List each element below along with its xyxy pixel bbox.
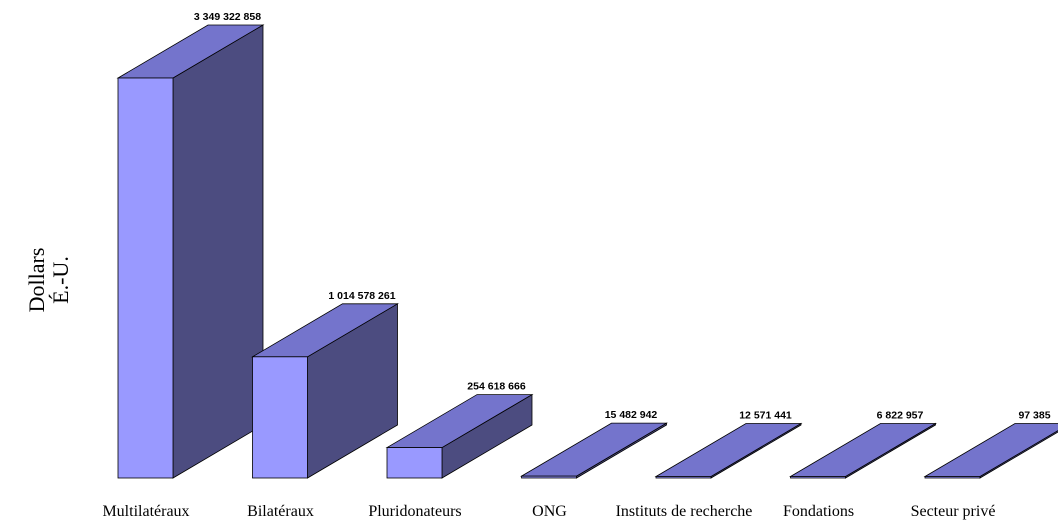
value-label-multilateraux: 3 349 322 858: [194, 11, 261, 23]
bar-ong: [520, 422, 668, 479]
y-axis-label-line-1: Dollars: [24, 248, 49, 313]
bar-instituts-de-recherche: [654, 422, 803, 479]
bar-secteur-prive: [923, 423, 1058, 479]
category-label-ong: ONG: [532, 503, 567, 520]
bar-side-multilateraux: [172, 24, 264, 479]
value-label-fondations: 6 822 957: [877, 410, 924, 422]
value-label-ong: 15 482 942: [605, 409, 658, 421]
bars: [116, 24, 1058, 479]
value-label-bilateraux: 1 014 578 261: [328, 290, 395, 302]
bar-front-pluridonateurs: [386, 447, 443, 479]
bar-front-fondations: [790, 476, 846, 479]
bar-top-instituts-de-recherche: [654, 423, 803, 477]
category-label-pluridonateurs: Pluridonateurs: [368, 503, 461, 520]
bar-front-secteur-prive: [924, 476, 981, 479]
bar-bilateraux: [251, 303, 399, 479]
bar-top-ong: [520, 422, 668, 477]
value-label-pluridonateurs: 254 618 666: [467, 381, 526, 393]
bar-front-bilateraux: [252, 356, 308, 479]
bar-pluridonateurs: [385, 393, 534, 479]
value-labels: 3 349 322 858 1 014 578 261 254 618 666 15 …: [194, 11, 1051, 422]
value-label-secteur-prive: 97 385: [1018, 410, 1050, 422]
bar-top-secteur-prive: [923, 423, 1058, 477]
category-labels: Multilatéraux Bilatéraux Pluridonateurs ONG…: [102, 503, 995, 520]
category-label-bilateraux: Bilatéraux: [247, 503, 314, 520]
bar-front-multilateraux: [117, 77, 174, 479]
category-label-multilateraux: Multilatéraux: [102, 503, 189, 520]
bar-front-ong: [521, 475, 577, 479]
category-label-secteur-prive: Secteur privé: [911, 503, 996, 520]
category-label-instituts-de-recherche: Instituts de recherche: [616, 503, 753, 520]
bar-top-fondations: [789, 423, 937, 477]
value-label-instituts-de-recherche: 12 571 441: [739, 409, 792, 421]
bar-multilateraux: [116, 24, 265, 479]
y-axis-label-line-2: É.-U.: [48, 256, 73, 304]
y-axis-label: Dollars É.-U.: [24, 248, 73, 313]
bar-fondations: [789, 422, 937, 479]
bar-front-instituts-de-recherche: [655, 476, 712, 479]
category-label-fondations: Fondations: [783, 503, 854, 520]
